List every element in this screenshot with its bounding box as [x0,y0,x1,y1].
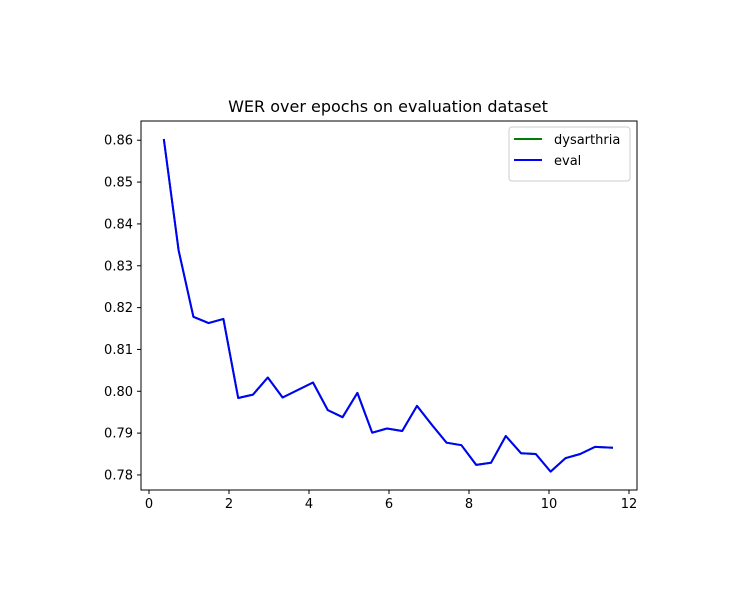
y-tick-label: 0.83 [104,259,133,274]
x-tick-label: 10 [541,497,558,512]
legend-box [508,126,631,182]
series-line-dysarthria [162,138,614,473]
x-tick-label: 8 [465,497,473,512]
y-tick-label: 0.78 [104,468,133,483]
y-tick-label: 0.84 [104,217,133,232]
legend-label-dysarthria: dysarthria [554,133,620,148]
y-tick-label: 0.82 [104,301,133,316]
y-tick-label: 0.80 [104,385,133,400]
x-tick-label: 0 [145,497,153,512]
legend-label-eval: eval [554,154,581,169]
y-tick-label: 0.86 [104,134,133,149]
series-line-eval [162,138,614,473]
x-tick-label: 2 [225,497,233,512]
x-tick-label: 6 [385,497,393,512]
x-tick-label: 4 [305,497,313,512]
legend: dysarthria eval [508,126,631,182]
y-tick-label: 0.81 [104,343,133,358]
x-axis: 0 2 4 6 8 10 12 [145,490,637,512]
y-tick-label: 0.79 [104,427,133,442]
chart-title: WER over epochs on evaluation dataset [228,97,548,116]
y-axis: 0.78 0.79 0.80 0.81 0.82 0.83 0.84 0.85 0.86 [104,134,141,483]
axes-frame [140,120,638,491]
plot-area [162,138,614,473]
x-tick-label: 12 [621,497,638,512]
y-tick-label: 0.85 [104,176,133,191]
